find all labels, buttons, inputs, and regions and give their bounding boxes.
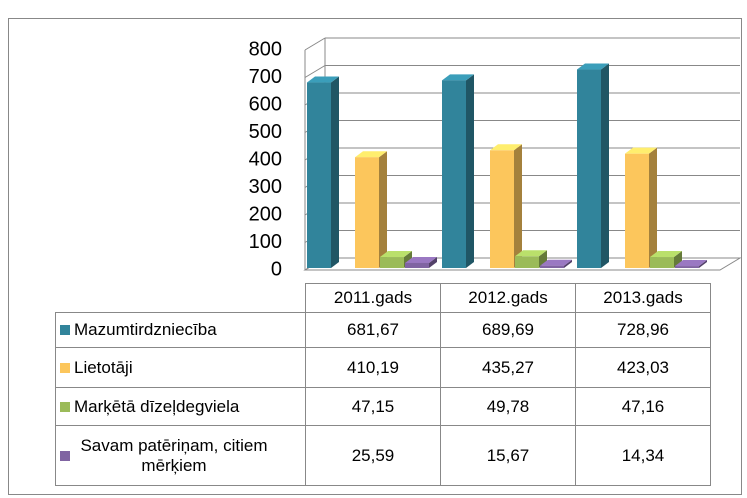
bar-top bbox=[405, 256, 437, 263]
y-tick-label: 200 bbox=[249, 203, 282, 225]
grid-line-side bbox=[304, 37, 326, 51]
legend-swatch bbox=[60, 325, 70, 336]
bar-top bbox=[490, 144, 522, 151]
corner-cell bbox=[56, 284, 306, 313]
y-tick-label: 100 bbox=[249, 231, 282, 253]
bar-top bbox=[355, 151, 387, 158]
series-name-cell: Savam patēriņam, citiem mērķiem bbox=[55, 425, 306, 486]
legend-label: Savam patēriņam, citiem mērķiem bbox=[80, 435, 268, 475]
bar-side bbox=[429, 256, 437, 268]
series-row: Savam patēriņam, citiem mērķiem 25,59 15,6… bbox=[55, 425, 711, 486]
series-row: Mazumtirdzniecība 681,67 689,69 728,96 bbox=[55, 312, 711, 348]
bar bbox=[577, 69, 601, 268]
category-label: 2011.gads bbox=[305, 283, 441, 313]
value-cell: 728,96 bbox=[575, 312, 711, 348]
value-cell: 49,78 bbox=[440, 387, 576, 426]
bar bbox=[442, 80, 466, 268]
bar bbox=[625, 153, 649, 268]
y-tick-label: 800 bbox=[249, 38, 282, 60]
bar-top bbox=[380, 251, 412, 258]
value-cell: 435,27 bbox=[440, 347, 576, 388]
bar-top bbox=[515, 250, 547, 257]
bar-top bbox=[577, 63, 609, 70]
category-label: 2013.gads bbox=[575, 283, 711, 313]
series-row: Marķētā dīzeļdegviela 47,15 49,78 47,16 bbox=[55, 387, 711, 426]
bar-top bbox=[442, 74, 474, 81]
bar-side bbox=[539, 250, 547, 268]
bar-side bbox=[699, 260, 707, 268]
bar-side bbox=[466, 74, 474, 268]
y-tick-label: 400 bbox=[249, 148, 282, 170]
value-cell: 15,67 bbox=[440, 425, 576, 486]
value-cell: 47,15 bbox=[305, 387, 441, 426]
bar-top bbox=[650, 251, 682, 258]
legend-label: Mazumtirdzniecība bbox=[74, 320, 217, 340]
value-cell: 25,59 bbox=[305, 425, 441, 486]
bar bbox=[405, 262, 429, 268]
series-name-cell: Mazumtirdzniecība bbox=[55, 312, 306, 348]
value-cell: 681,67 bbox=[305, 312, 441, 348]
y-tick-label: 700 bbox=[249, 66, 282, 88]
bar-side bbox=[379, 151, 387, 268]
bar-side bbox=[601, 63, 609, 269]
header-row: 2011.gads 2012.gads 2013.gads bbox=[56, 283, 711, 313]
bar bbox=[515, 256, 539, 268]
legend-swatch bbox=[60, 450, 70, 461]
bar-side bbox=[514, 144, 522, 268]
y-tick-label: 600 bbox=[249, 93, 282, 115]
legend-label: Marķētā dīzeļdegviela bbox=[74, 396, 240, 416]
value-cell: 14,34 bbox=[575, 425, 711, 486]
bar bbox=[355, 157, 379, 268]
bar-side bbox=[331, 76, 339, 269]
series-name-cell: Marķētā dīzeļdegviela bbox=[55, 387, 306, 426]
bar-side bbox=[674, 251, 682, 268]
bar-top bbox=[307, 76, 339, 83]
value-cell: 410,19 bbox=[305, 347, 441, 388]
bar-top bbox=[625, 147, 657, 154]
bar bbox=[540, 265, 564, 268]
bar bbox=[307, 82, 331, 269]
y-tick-label: 500 bbox=[249, 121, 282, 143]
bar-side bbox=[564, 259, 572, 268]
value-cell: 423,03 bbox=[575, 347, 711, 388]
value-cell: 689,69 bbox=[440, 312, 576, 348]
bar-side bbox=[649, 147, 657, 268]
series-row: Lietotāji 410,19 435,27 423,03 bbox=[55, 347, 711, 388]
series-name-cell: Lietotāji bbox=[55, 347, 306, 388]
value-cell: 47,16 bbox=[575, 387, 711, 426]
category-label: 2012.gads bbox=[440, 283, 576, 313]
bar bbox=[380, 257, 404, 268]
grid-line-side bbox=[304, 65, 326, 78]
bar bbox=[675, 266, 699, 268]
bar-top bbox=[540, 259, 572, 266]
bar bbox=[650, 257, 674, 268]
y-tick-label: 300 bbox=[249, 176, 282, 198]
bar bbox=[490, 150, 514, 268]
legend-swatch bbox=[60, 401, 70, 412]
legend-label: Lietotāji bbox=[74, 357, 133, 377]
y-tick-label: 0 bbox=[271, 258, 282, 280]
legend-swatch bbox=[60, 362, 70, 373]
bar-top bbox=[675, 260, 707, 267]
data-table: 2011.gads 2012.gads 2013.gads Mazumtirdznie… bbox=[55, 283, 711, 486]
